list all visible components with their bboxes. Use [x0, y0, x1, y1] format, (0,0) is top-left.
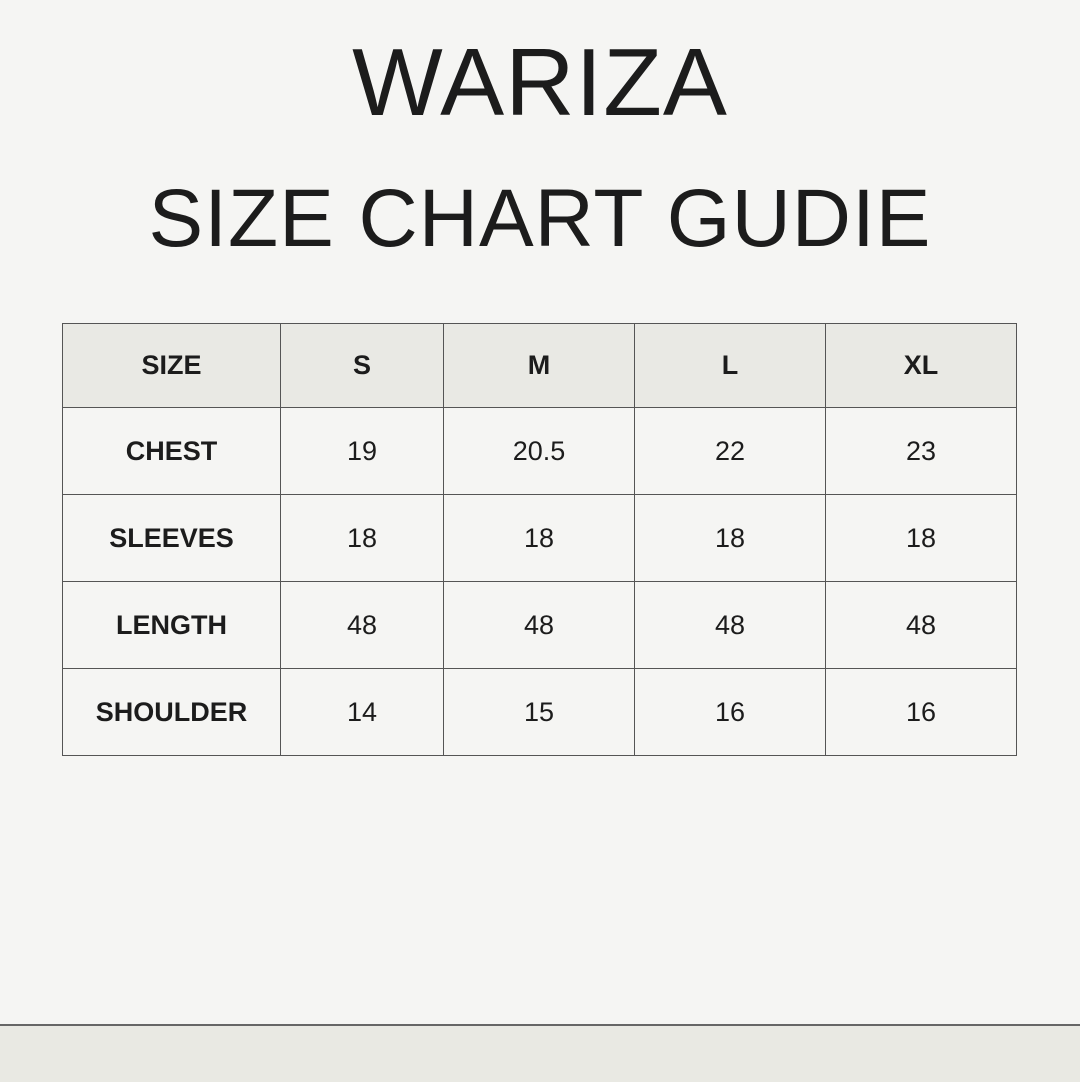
size-chart-table: SIZE S M L XL CHEST 19 20.5 22 23 SLEEVE… — [62, 323, 1017, 756]
footer-band — [0, 1024, 1080, 1082]
table-header-row: SIZE S M L XL — [62, 323, 1017, 408]
header-cell: XL — [825, 323, 1017, 408]
brand-title: WARIZA — [352, 29, 728, 136]
table-cell: 16 — [825, 668, 1017, 756]
table-row: SHOULDER 14 15 16 16 — [62, 668, 1017, 756]
table-cell: 18 — [634, 494, 826, 582]
header-cell: L — [634, 323, 826, 408]
header-cell: S — [280, 323, 444, 408]
table-cell: 18 — [280, 494, 444, 582]
row-label: SHOULDER — [62, 668, 281, 756]
table-cell: 18 — [443, 494, 635, 582]
table-cell: 16 — [634, 668, 826, 756]
table-cell: 14 — [280, 668, 444, 756]
table-cell: 23 — [825, 407, 1017, 495]
table-cell: 48 — [280, 581, 444, 669]
table-row: CHEST 19 20.5 22 23 — [62, 407, 1017, 495]
table-row: SLEEVES 18 18 18 18 — [62, 494, 1017, 582]
table-cell: 20.5 — [443, 407, 635, 495]
table-cell: 48 — [443, 581, 635, 669]
table-cell: 48 — [634, 581, 826, 669]
table-cell: 22 — [634, 407, 826, 495]
page-title: SIZE CHART GUDIE — [148, 173, 932, 264]
table-cell: 48 — [825, 581, 1017, 669]
table-cell: 19 — [280, 407, 444, 495]
header-cell: M — [443, 323, 635, 408]
row-label: CHEST — [62, 407, 281, 495]
row-label: LENGTH — [62, 581, 281, 669]
table-row: LENGTH 48 48 48 48 — [62, 581, 1017, 669]
table-cell: 15 — [443, 668, 635, 756]
row-label: SLEEVES — [62, 494, 281, 582]
table-cell: 18 — [825, 494, 1017, 582]
header-cell: SIZE — [62, 323, 281, 408]
